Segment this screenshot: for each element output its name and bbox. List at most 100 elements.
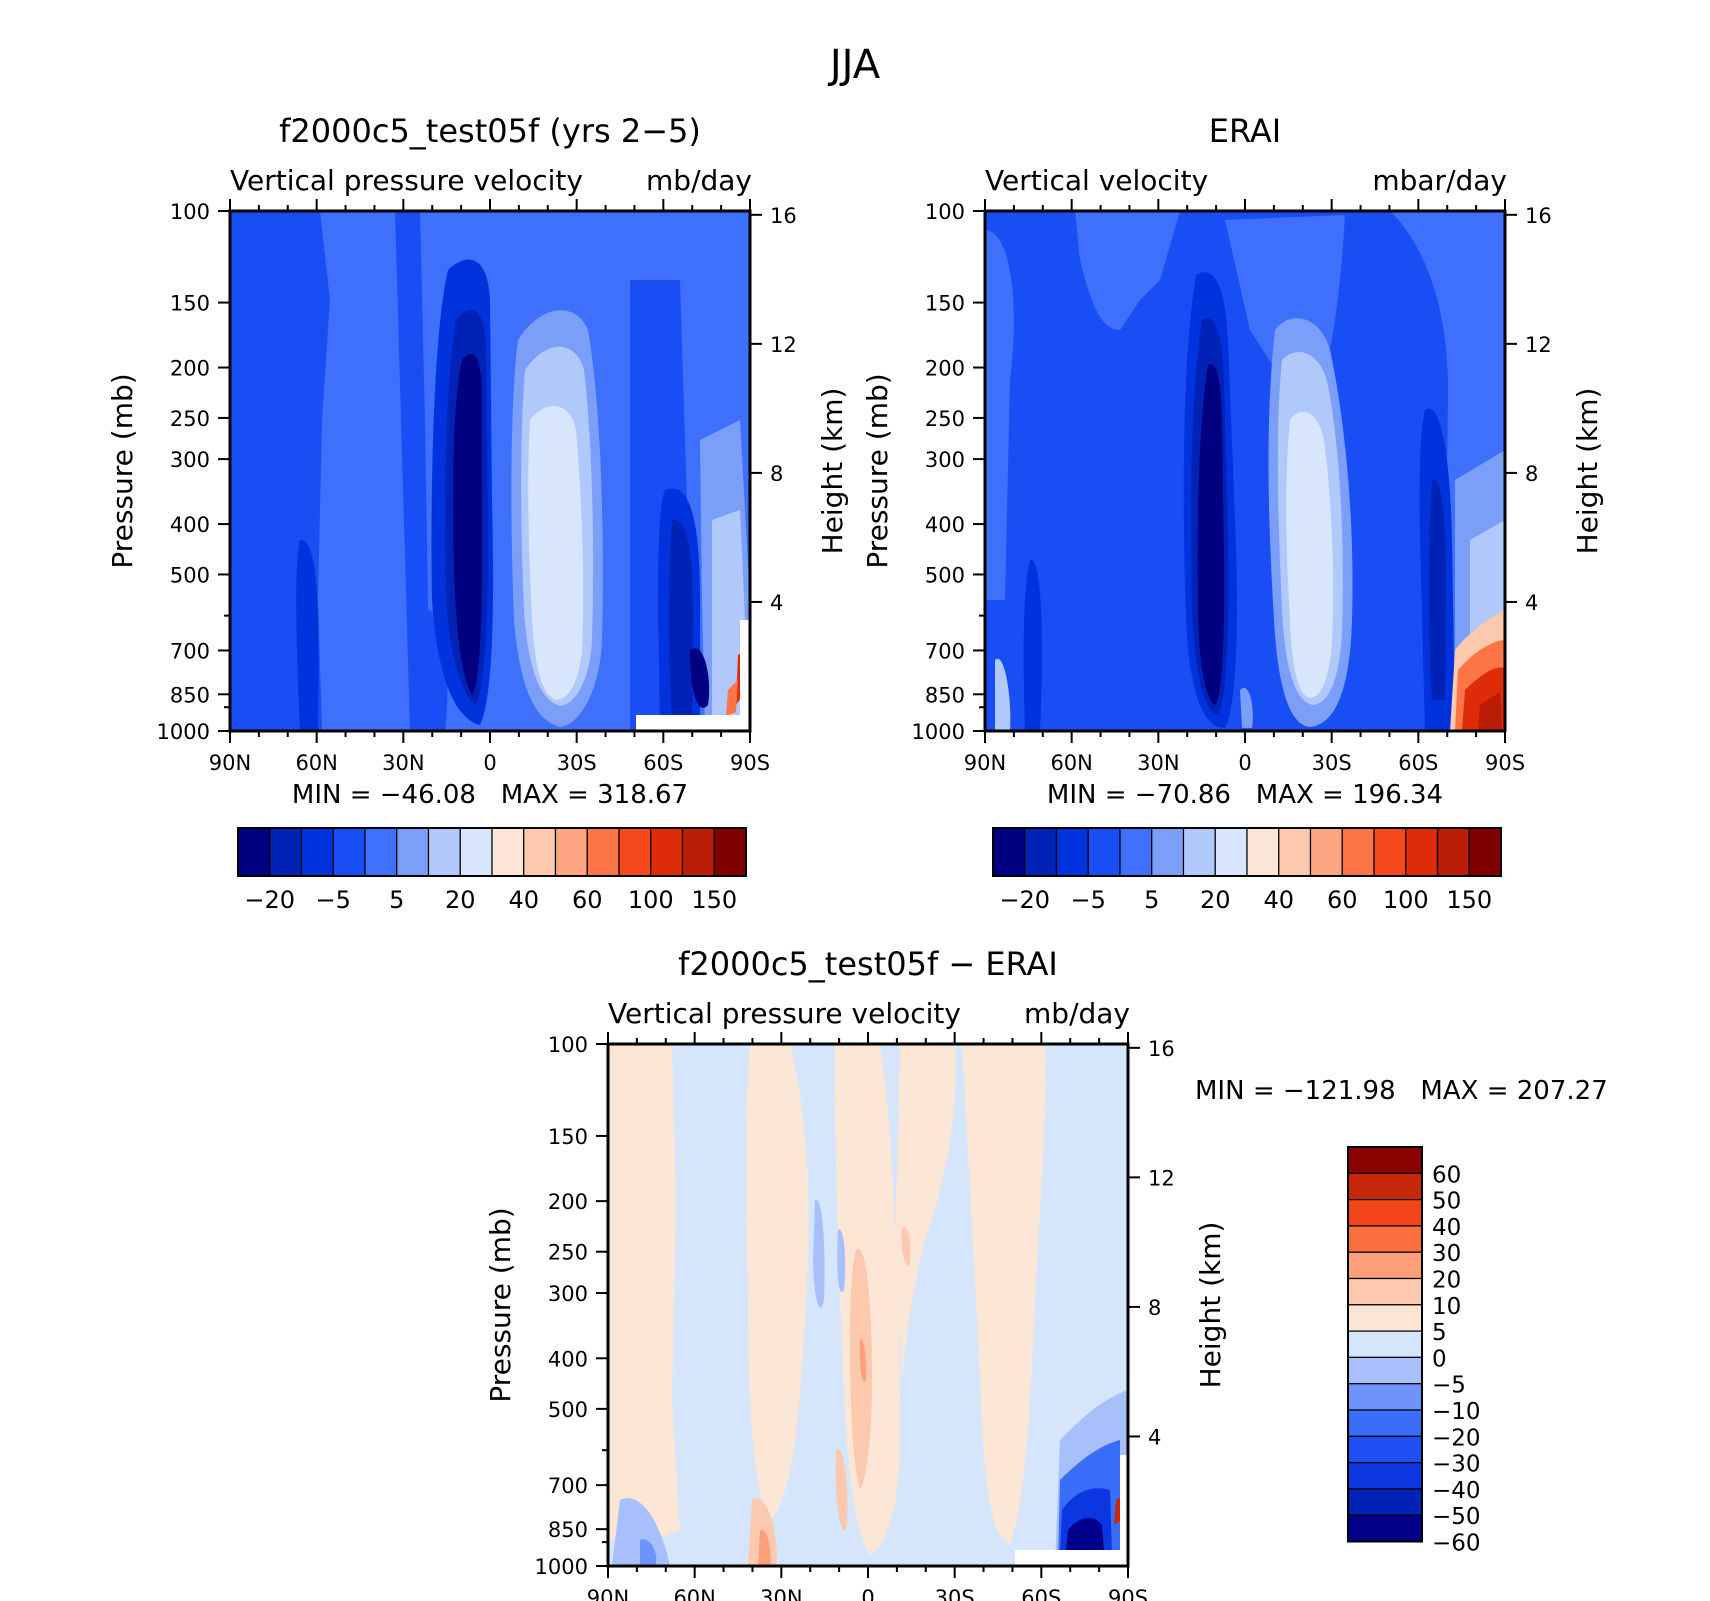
pressure-tick-label: 850	[548, 1518, 588, 1542]
height-tick-label: 4	[1525, 591, 1538, 615]
colorbar-label: −20	[1432, 1425, 1481, 1451]
panel-model-subtitle-right: mb/day	[646, 164, 752, 197]
lat-tick-label: 90S	[730, 751, 770, 775]
pressure-tick-label: 200	[925, 357, 965, 381]
pressure-tick-label: 500	[548, 1398, 588, 1422]
pressure-tick-label: 850	[925, 683, 965, 707]
pressure-tick-label: 1000	[157, 720, 210, 744]
panel-obs-colorbar: −20 −5 5 20 40 60 100 150	[992, 827, 1502, 914]
colorbar-label: 60	[1327, 886, 1358, 914]
panel-obs-ylabel-right: Height (km)	[1571, 388, 1604, 555]
pressure-tick-label: 200	[170, 357, 210, 381]
pressure-tick-label: 500	[170, 563, 210, 587]
colorbar-swatch	[491, 827, 525, 877]
colorbar-swatch	[523, 827, 557, 877]
colorbar-swatch	[586, 827, 620, 877]
colorbar-swatch	[1087, 827, 1121, 877]
panel-diff-subtitle-left: Vertical pressure velocity	[608, 997, 961, 1030]
height-tick-label: 4	[770, 591, 783, 615]
colorbar-label: −10	[1432, 1399, 1481, 1425]
panel-obs-field	[985, 211, 1505, 731]
lat-tick-label: 90S	[1485, 751, 1525, 775]
panel-diff-axes: 100 150 200 250 300 400 500 700 850 1000 4 8 12 16 90N…	[535, 1032, 1175, 1601]
colorbar-swatch	[554, 827, 588, 877]
colorbar-swatch	[1373, 827, 1407, 877]
panel-diff-ylabel: Pressure (mb)	[484, 1207, 517, 1402]
colorbar-label: 30	[1432, 1241, 1461, 1267]
colorbar-swatch	[1436, 827, 1470, 877]
pressure-tick-label: 100	[548, 1033, 588, 1057]
colorbar-swatch	[1024, 827, 1058, 877]
panel-model-colorbar: −20 −5 5 20 40 60 100 150	[237, 827, 747, 914]
panel-model-subtitle-left: Vertical pressure velocity	[230, 164, 583, 197]
colorbar-swatch	[1347, 1198, 1423, 1227]
colorbar-swatch	[1468, 827, 1502, 877]
lat-tick-label: 90N	[964, 751, 1006, 775]
colorbar-swatch	[1347, 1356, 1423, 1385]
panel-obs-title: ERAI	[1209, 112, 1281, 150]
colorbar-swatch	[364, 827, 398, 877]
lat-tick-label: 30N	[382, 751, 424, 775]
lat-tick-label: 60N	[1050, 751, 1092, 775]
colorbar-label: 150	[691, 886, 737, 914]
lat-tick-label: 30S	[935, 1586, 975, 1601]
pressure-tick-label: 850	[170, 683, 210, 707]
height-tick-label: 16	[1525, 204, 1552, 228]
panel-model-title: f2000c5_test05f (yrs 2−5)	[279, 112, 701, 150]
colorbar-label: 5	[389, 886, 404, 914]
colorbar-swatch	[992, 827, 1026, 877]
pressure-tick-label: 250	[925, 407, 965, 431]
colorbar-swatch	[269, 827, 303, 877]
colorbar-label: −20	[999, 886, 1050, 914]
height-tick-label: 16	[1148, 1037, 1175, 1061]
pressure-tick-label: 1000	[535, 1555, 588, 1579]
colorbar-swatch	[1151, 827, 1185, 877]
colorbar-label: 5	[1432, 1320, 1447, 1346]
lat-tick-label: 30N	[1137, 751, 1179, 775]
colorbar-label: 60	[1432, 1162, 1461, 1188]
colorbar-swatch	[1347, 1383, 1423, 1411]
colorbar-label: 10	[1432, 1294, 1461, 1320]
colorbar-swatch	[396, 827, 430, 877]
colorbar-swatch	[1347, 1251, 1423, 1280]
panel-diff-title: f2000c5_test05f − ERAI	[678, 945, 1058, 983]
pressure-tick-label: 300	[548, 1282, 588, 1306]
lat-tick-label: 60S	[1021, 1586, 1061, 1601]
pressure-tick-label: 700	[925, 639, 965, 663]
colorbar-swatch	[1347, 1277, 1423, 1306]
pressure-tick-label: 300	[925, 448, 965, 472]
pressure-tick-label: 700	[170, 639, 210, 663]
lat-tick-label: 0	[483, 751, 496, 775]
colorbar-swatch	[1347, 1514, 1423, 1543]
pressure-tick-label: 400	[925, 513, 965, 537]
height-tick-label: 8	[1148, 1296, 1161, 1320]
panel-model-field	[230, 211, 750, 731]
panel-diff: f2000c5_test05f − ERAI Vertical pressure…	[484, 945, 1608, 1601]
pressure-tick-label: 250	[170, 407, 210, 431]
colorbar-label: −20	[244, 886, 295, 914]
lat-tick-label: 90N	[587, 1586, 629, 1601]
lat-tick-label: 60S	[1398, 751, 1438, 775]
colorbar-swatch	[1347, 1225, 1423, 1253]
panel-model: f2000c5_test05f (yrs 2−5) Vertical press…	[106, 112, 849, 914]
pressure-tick-label: 100	[170, 200, 210, 224]
lat-tick-label: 60N	[673, 1586, 715, 1601]
panel-diff-ylabel-right: Height (km)	[1194, 1222, 1227, 1389]
colorbar-swatch	[1347, 1330, 1423, 1358]
colorbar-label: 100	[1383, 886, 1429, 914]
colorbar-swatch	[1347, 1172, 1423, 1201]
height-tick-label: 8	[770, 462, 783, 486]
height-tick-label: 12	[1148, 1166, 1175, 1190]
colorbar-swatch	[1214, 827, 1248, 877]
lat-tick-label: 60N	[295, 751, 337, 775]
colorbar-label: −5	[1071, 886, 1106, 914]
page-title: JJA	[827, 42, 881, 88]
panel-model-axes: 100 150 200 250 300 400 500 700 850 1000 4 8 12 16 90N…	[157, 199, 797, 775]
colorbar-swatch	[1347, 1304, 1423, 1332]
pressure-tick-label: 150	[925, 292, 965, 316]
colorbar-swatch	[459, 827, 493, 877]
colorbar-label: 100	[628, 886, 674, 914]
colorbar-swatch	[1182, 827, 1216, 877]
panel-obs-subtitle-right: mbar/day	[1372, 164, 1507, 197]
colorbar-swatch	[713, 827, 747, 877]
